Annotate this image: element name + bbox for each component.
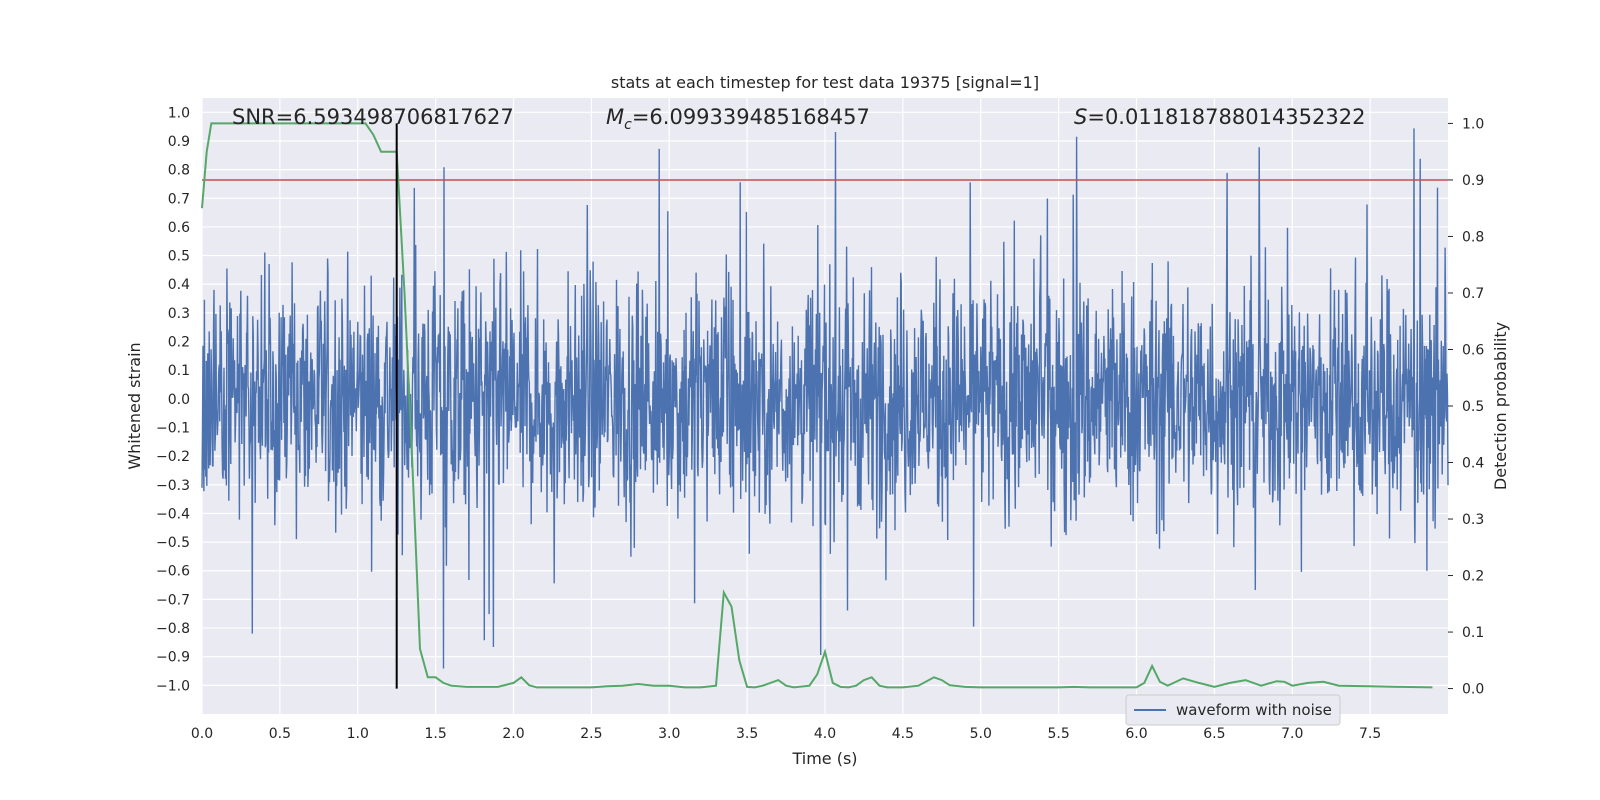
y-right-tick-label: 0.8	[1462, 229, 1484, 245]
y-left-tick-label: −0.8	[156, 621, 190, 637]
legend: waveform with noise	[1125, 694, 1341, 726]
y-right-tick-label: 0.0	[1462, 682, 1484, 698]
y-left-tick-label: −1.0	[156, 678, 190, 694]
mc-value: =6.099339485168457	[632, 105, 870, 129]
x-tick-label: 2.5	[580, 726, 602, 742]
mc-symbol: M	[606, 105, 624, 129]
y-right-tick-label: 1.0	[1462, 116, 1484, 132]
waveform-line	[201, 128, 1449, 669]
mc-subscript: c	[624, 117, 632, 133]
y-left-tick-label: −0.4	[156, 506, 190, 522]
y-left-tick-label: 0.1	[168, 363, 190, 379]
y-left-tick-label: 0.2	[168, 335, 190, 351]
overlay	[201, 122, 1448, 689]
x-tick-label: 3.5	[736, 726, 758, 742]
y-left-tick-label: 0.4	[168, 277, 190, 293]
x-tick-label: 4.0	[814, 726, 836, 742]
x-tick-label: 7.5	[1359, 726, 1381, 742]
legend-label: waveform with noise	[1176, 701, 1332, 719]
x-tick-label: 6.5	[1203, 726, 1225, 742]
x-tick-labels: 0.0 0.5 1.0 1.5 2.0 2.5 3.0 3.5 4.0 4.5 5.0 5.5 6.0 6…	[191, 726, 1381, 742]
y-axis-right-label: Detection probability	[1491, 322, 1510, 490]
y-right-tick-label: 0.7	[1462, 286, 1484, 302]
snr-annotation: SNR=6.593498706817627	[232, 105, 514, 129]
y-right-tick-label: 0.9	[1462, 173, 1484, 189]
strain-series	[201, 128, 1449, 669]
x-tick-label: 2.0	[502, 726, 524, 742]
x-tick-label: 1.5	[424, 726, 446, 742]
detection-probability-line	[201, 122, 1433, 689]
y-left-tick-label: −0.3	[156, 478, 190, 494]
y-left-tick-labels: 1.0 0.9 0.8 0.7 0.6 0.5 0.4 0.3 0.2 0.1 0.0 −0.1 −0.…	[156, 105, 190, 694]
x-tick-label: 0.5	[269, 726, 291, 742]
y-left-tick-label: 0.5	[168, 249, 190, 265]
x-tick-label: 7.0	[1281, 726, 1303, 742]
y-right-tick-label: 0.6	[1462, 342, 1484, 358]
y-left-tick-label: 0.0	[168, 392, 190, 408]
s-annotation: S=0.011818788014352322	[1074, 105, 1365, 129]
y-left-tick-label: 1.0	[168, 105, 190, 121]
x-tick-label: 3.0	[658, 726, 680, 742]
y-left-tick-label: 0.8	[168, 163, 190, 179]
y-right-tick-labels: 1.0 0.9 0.8 0.7 0.6 0.5 0.4 0.3 0.2 0.1 0.0	[1448, 116, 1484, 698]
y-right-tick-label: 0.2	[1462, 569, 1484, 585]
s-symbol: S	[1074, 105, 1087, 129]
s-value: =0.011818788014352322	[1087, 105, 1365, 129]
x-tick-label: 5.0	[970, 726, 992, 742]
x-axis-label: Time (s)	[791, 749, 857, 768]
y-left-tick-label: 0.6	[168, 220, 190, 236]
legend-box	[1125, 694, 1341, 726]
y-right-tick-label: 0.1	[1462, 625, 1484, 641]
y-left-tick-label: −0.7	[156, 592, 190, 608]
y-axis-left-label: Whitened strain	[125, 342, 144, 469]
chirp-mass-annotation: Mc=6.099339485168457	[606, 105, 870, 133]
y-left-tick-label: −0.6	[156, 564, 190, 580]
y-left-tick-label: −0.1	[156, 420, 190, 436]
x-tick-label: 4.5	[892, 726, 914, 742]
y-left-tick-label: −0.5	[156, 535, 190, 551]
y-right-tick-label: 0.3	[1462, 512, 1484, 528]
y-left-tick-label: −0.9	[156, 650, 190, 666]
y-left-tick-label: 0.7	[168, 191, 190, 207]
x-tick-label: 6.0	[1125, 726, 1147, 742]
y-right-tick-label: 0.5	[1462, 399, 1484, 415]
x-tick-label: 1.0	[347, 726, 369, 742]
y-left-tick-label: 0.9	[168, 134, 190, 150]
chart-title: stats at each timestep for test data 193…	[611, 73, 1039, 92]
x-tick-label: 0.0	[191, 726, 213, 742]
x-tick-label: 5.5	[1047, 726, 1069, 742]
y-left-tick-label: −0.2	[156, 449, 190, 465]
y-left-tick-label: 0.3	[168, 306, 190, 322]
y-right-tick-label: 0.4	[1462, 456, 1484, 472]
